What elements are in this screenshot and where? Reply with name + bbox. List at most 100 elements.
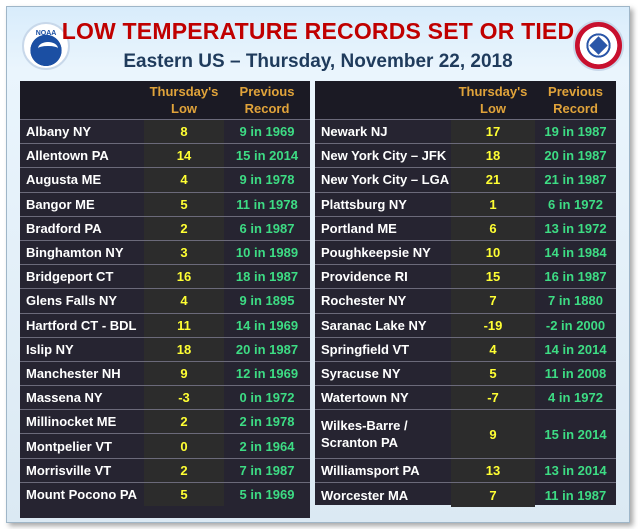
previous-record-cell: 9 in 1895 [239,293,295,309]
table-row: Williamsport PA 13 13 in 2014 [315,458,616,483]
previous-record-cell: 20 in 1987 [235,341,299,357]
table-row: Springfield VT 4 14 in 2014 [315,336,616,361]
low-temp-cell: 4 [144,289,224,313]
table-row: Bangor ME 5 11 in 1978 [20,191,310,216]
previous-record-cell: 19 in 1987 [544,124,607,140]
previous-record-cell: 10 in 1989 [235,245,299,261]
previous-record-cell: 20 in 1987 [544,148,607,164]
city-cell: Bradford PA [26,220,102,236]
low-temp-cell: 4 [144,168,224,192]
city-cell: Glens Falls NY [26,293,118,309]
city-cell: Binghamton NY [26,245,124,261]
city-cell: Springfield VT [321,341,410,357]
table-row: Syracuse NY 5 11 in 2008 [315,360,616,386]
table-row: Morrisville VT 2 7 in 1987 [20,457,310,482]
table-row: Bradford PA 2 6 in 1987 [20,215,310,240]
table-row: Bridgeport CT 16 18 in 1987 [20,264,310,289]
header-thursday-low: Thursday's Low [144,83,224,117]
city-cell: Watertown NY [321,390,409,406]
low-temp-cell: 5 [144,192,224,216]
previous-record-cell: 6 in 1987 [239,220,295,236]
city-cell: Wilkes-Barre / Scranton PA [315,410,451,458]
city-cell: New York City – JFK [321,148,447,164]
noaa-logo-icon: NOAA [22,22,70,70]
previous-record-cell: 2 in 1964 [239,438,295,454]
city-cell: Portland ME [321,220,397,236]
table-row: Worcester MA 7 11 in 1987 [315,482,616,507]
table-row: Plattsburg NY 1 6 in 1972 [315,191,616,216]
table-row: Binghamton NY 3 10 in 1989 [20,239,310,265]
previous-record-cell: 13 in 2014 [544,463,607,479]
previous-record-cell: 5 in 1969 [239,486,295,502]
low-temp-cell: 11 [144,313,224,337]
table-row: Allentown PA 14 15 in 2014 [20,143,310,168]
previous-record-cell: 13 in 1972 [544,220,607,236]
previous-record-cell: 18 in 1987 [235,269,299,285]
previous-record-cell: 7 in 1987 [239,462,295,478]
previous-record-cell: 4 in 1972 [548,390,603,406]
low-temp-cell: -7 [451,386,535,410]
table-row: New York City – JFK 18 20 in 1987 [315,143,616,168]
header-low-line2: Low [480,101,506,116]
header-rec-line2: Record [244,101,290,116]
table-header: Thursday's Low Previous Record [315,81,616,119]
previous-record-cell: 16 in 1987 [544,269,607,285]
nws-logo-icon [573,20,624,71]
header-low-line1: Thursday's [458,84,528,99]
header-previous-record: Previous Record [224,83,310,117]
table-row: Islip NY 18 20 in 1987 [20,336,310,361]
previous-record-cell: 2 in 1978 [239,414,295,430]
low-temp-cell: 9 [144,361,224,386]
table-row: Hartford CT - BDL 11 14 in 1969 [20,312,310,337]
previous-record-cell: 7 in 1880 [548,293,603,309]
city-cell: Albany NY [26,124,92,140]
low-temp-cell: 18 [451,144,535,168]
previous-record-cell: 9 in 1978 [239,172,295,188]
table-row: Glens Falls NY 4 9 in 1895 [20,288,310,313]
low-temp-cell: 16 [144,265,224,289]
low-temp-cell: -3 [144,386,224,410]
city-cell: Providence RI [321,269,408,285]
records-table-left: Thursday's Low Previous Record Albany NY… [20,81,310,518]
city-cell: Poughkeepsie NY [321,245,431,261]
low-temp-cell: 17 [451,120,535,144]
city-cell: Morrisville VT [26,462,112,478]
low-temp-cell: 15 [451,265,535,289]
low-temp-cell: 1 [451,192,535,216]
previous-record-cell: 12 in 1969 [235,365,299,381]
city-cell: Saranac Lake NY [321,317,427,333]
table-row: Newark NJ 17 19 in 1987 [315,119,616,144]
low-temp-cell: -19 [451,313,535,337]
city-cell: Montpelier VT [26,438,112,454]
city-cell: Mount Pocono PA [26,486,137,502]
table-row: Portland ME 6 13 in 1972 [315,215,616,240]
city-cell: Plattsburg NY [321,196,407,212]
noaa-logo-text: NOAA [35,30,57,37]
low-temp-cell: 14 [144,144,224,168]
city-cell: Allentown PA [26,148,109,164]
previous-record-cell: 11 in 1987 [544,487,607,503]
table-row: Montpelier VT 0 2 in 1964 [20,433,310,458]
header-thursday-low: Thursday's Low [451,83,535,117]
low-temp-cell: 18 [144,337,224,361]
previous-record-cell: 15 in 2014 [235,148,299,164]
records-table-right: Thursday's Low Previous Record Newark NJ… [315,81,616,507]
table-row: Albany NY 8 9 in 1969 [20,119,310,144]
header-rec-line2: Record [553,101,598,116]
header-rec-line1: Previous [239,84,295,99]
city-line1: Wilkes-Barre / [321,418,408,434]
table-row: Rochester NY 7 7 in 1880 [315,288,616,313]
header-low-line1: Thursday's [149,84,219,99]
city-cell: Bridgeport CT [26,269,114,285]
previous-record-cell: 14 in 2014 [544,341,607,357]
previous-record-cell: 0 in 1972 [239,390,295,406]
city-cell: Syracuse NY [321,365,401,381]
low-temp-cell: 5 [144,482,224,506]
table-row: Saranac Lake NY -19 -2 in 2000 [315,312,616,337]
low-temp-cell: 21 [451,168,535,192]
low-temp-cell: 7 [451,289,535,313]
low-temp-cell: 9 [451,410,535,459]
previous-record-cell: 6 in 1972 [548,196,603,212]
previous-record-cell: 14 in 1969 [235,317,299,333]
city-line2: Scranton PA [321,435,399,451]
